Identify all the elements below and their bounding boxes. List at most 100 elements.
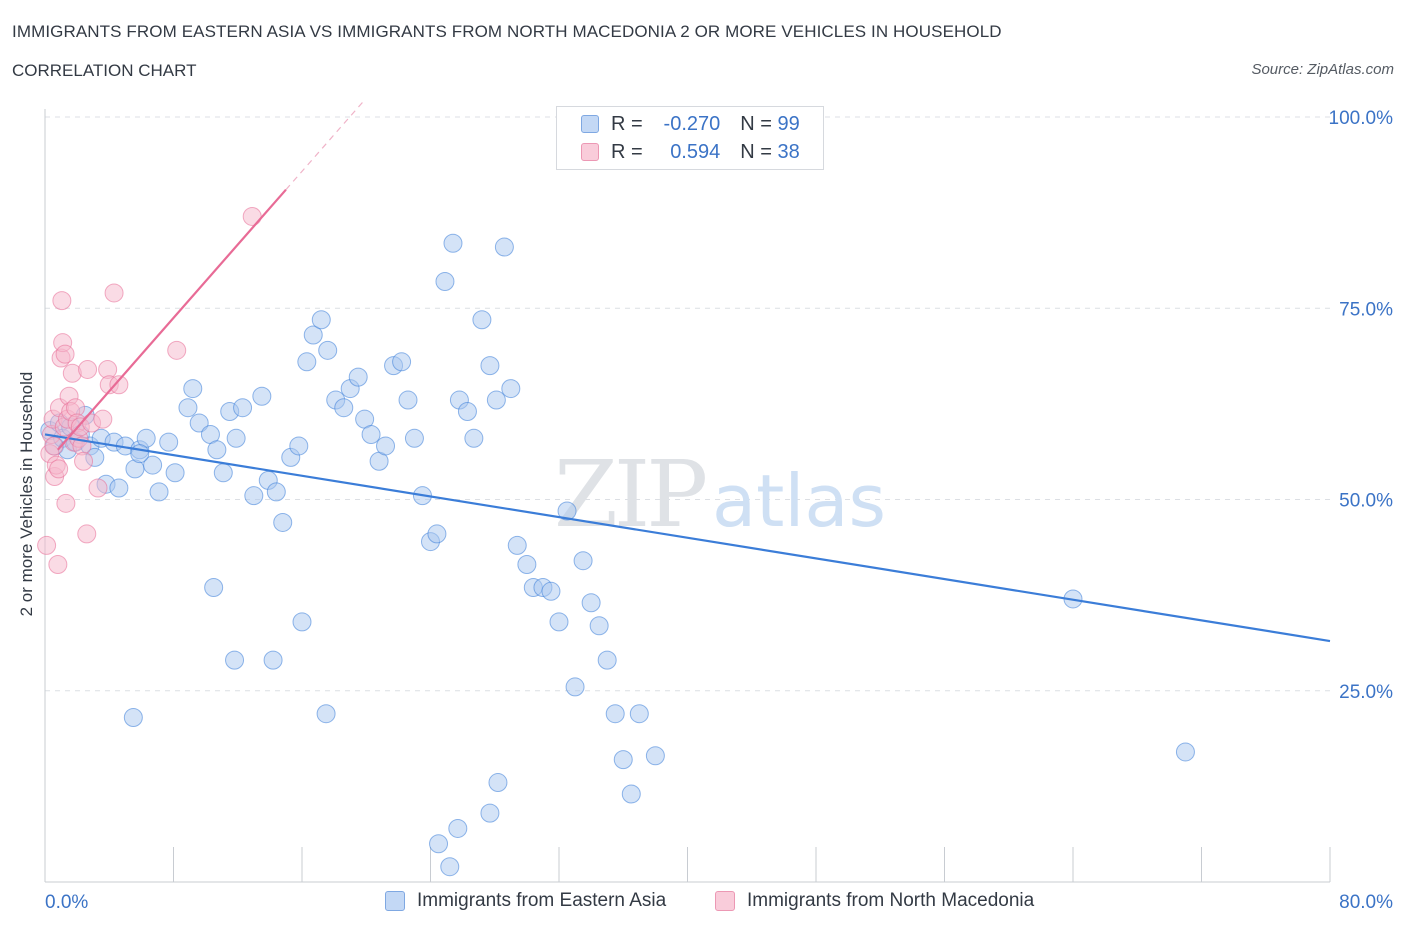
point-north-macedonia (49, 459, 69, 479)
point-eastern-asia (1175, 742, 1195, 762)
point-eastern-asia (207, 440, 227, 460)
legend-swatch-blue (581, 115, 599, 133)
y-tick-label: 100.0% (1329, 108, 1394, 129)
point-eastern-asia (488, 773, 508, 793)
y-tick-label: 75.0% (1339, 299, 1393, 320)
legend-swatch-pink (715, 891, 735, 911)
series-legend: Immigrants from Eastern Asia Immigrants … (0, 890, 1406, 916)
legend-label: Immigrants from Eastern Asia (417, 890, 667, 911)
point-north-macedonia (109, 375, 129, 395)
point-eastern-asia (440, 857, 460, 877)
n-label: N = (740, 112, 772, 135)
point-eastern-asia (605, 704, 625, 724)
watermark: ZIP atlas (554, 441, 886, 548)
point-eastern-asia (501, 379, 521, 399)
legend-label: Immigrants from North Macedonia (747, 890, 1035, 911)
point-eastern-asia (448, 818, 468, 838)
point-eastern-asia (204, 577, 224, 597)
trendline-north-macedonia (57, 188, 287, 451)
point-eastern-asia (297, 352, 317, 372)
point-eastern-asia (165, 463, 185, 483)
point-eastern-asia (581, 593, 601, 613)
point-eastern-asia (273, 512, 293, 532)
legend-item-north-macedonia[interactable]: Immigrants from North Macedonia (715, 890, 1034, 912)
point-north-macedonia (93, 409, 113, 429)
point-eastern-asia (289, 436, 309, 456)
r-label: R = (611, 112, 643, 135)
point-eastern-asia (480, 356, 500, 376)
point-north-macedonia (56, 493, 76, 513)
legend-swatch-pink (581, 143, 599, 161)
point-eastern-asia (244, 486, 264, 506)
trend-lines (44, 101, 1331, 643)
point-eastern-asia (348, 367, 368, 387)
point-eastern-asia (361, 424, 381, 444)
point-north-macedonia (37, 535, 57, 555)
point-eastern-asia (557, 501, 577, 521)
point-eastern-asia (621, 784, 641, 804)
point-eastern-asia (472, 310, 492, 330)
point-north-macedonia (74, 451, 94, 471)
point-north-macedonia (88, 478, 108, 498)
point-eastern-asia (486, 390, 506, 410)
point-eastern-asia (457, 402, 477, 422)
point-eastern-asia (178, 398, 198, 418)
trendline-eastern-asia (44, 433, 1331, 643)
chart-title: IMMIGRANTS FROM EASTERN ASIA VS IMMIGRAN… (12, 22, 1002, 41)
point-eastern-asia (435, 271, 455, 291)
y-tick-label: 25.0% (1339, 682, 1393, 703)
point-eastern-asia (266, 482, 286, 502)
point-eastern-asia (311, 310, 331, 330)
data-points (37, 206, 1195, 877)
legend-swatch-blue (385, 891, 405, 911)
point-eastern-asia (494, 237, 514, 257)
point-eastern-asia (507, 535, 527, 555)
y-tick-label: 50.0% (1339, 491, 1393, 512)
point-eastern-asia (189, 413, 209, 433)
r-value: 0.594 (670, 140, 721, 163)
x-tick-label-max: 80.0% (1339, 892, 1393, 913)
point-eastern-asia (645, 746, 665, 766)
n-value: 38 (777, 140, 800, 163)
point-north-macedonia (242, 206, 262, 226)
point-eastern-asia (109, 478, 129, 498)
stats-row-eastern-asia: R = -0.270 N = 99 (581, 111, 800, 137)
n-label: N = (740, 140, 772, 163)
watermark-atlas: atlas (712, 459, 886, 543)
point-eastern-asia (303, 325, 323, 345)
axes (44, 109, 1331, 883)
point-eastern-asia (130, 444, 150, 464)
legend-item-eastern-asia[interactable]: Immigrants from Eastern Asia (385, 890, 666, 912)
point-eastern-asia (252, 386, 272, 406)
point-eastern-asia (517, 555, 537, 575)
point-north-macedonia (78, 359, 98, 379)
point-eastern-asia (225, 650, 245, 670)
point-eastern-asia (398, 390, 418, 410)
point-north-macedonia (104, 283, 124, 303)
point-eastern-asia (443, 233, 463, 253)
point-eastern-asia (334, 398, 354, 418)
stats-legend: R = -0.270 N = 99 R = 0.594 N = 38 (556, 106, 824, 170)
point-eastern-asia (226, 428, 246, 448)
watermark-zip: ZIP (554, 441, 705, 548)
point-eastern-asia (427, 524, 447, 544)
point-eastern-asia (480, 803, 500, 823)
y-axis-label: 2 or more Vehicles in Household (17, 372, 36, 617)
point-eastern-asia (123, 708, 143, 728)
point-eastern-asia (316, 704, 336, 724)
point-eastern-asia (159, 432, 179, 452)
point-north-macedonia (167, 340, 187, 360)
stats-row-north-macedonia: R = 0.594 N = 38 (581, 139, 800, 165)
point-eastern-asia (429, 834, 449, 854)
point-eastern-asia (541, 581, 561, 601)
point-eastern-asia (573, 551, 593, 571)
point-north-macedonia (48, 555, 68, 575)
point-eastern-asia (464, 428, 484, 448)
point-eastern-asia (143, 455, 163, 475)
point-north-macedonia (55, 344, 75, 364)
point-eastern-asia (213, 463, 233, 483)
n-value: 99 (777, 112, 800, 135)
point-eastern-asia (149, 482, 169, 502)
point-eastern-asia (597, 650, 617, 670)
point-eastern-asia (376, 436, 396, 456)
